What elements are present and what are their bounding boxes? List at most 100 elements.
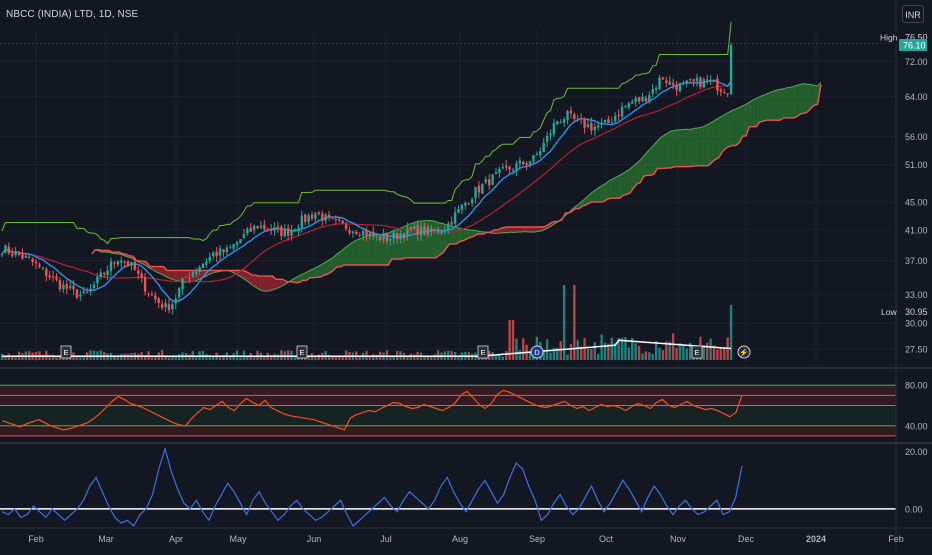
candle-body (706, 79, 708, 80)
candle-body (382, 234, 384, 239)
volume-bar (341, 357, 343, 360)
volume-bar (280, 350, 282, 360)
candle-body (188, 278, 190, 279)
cloud-segment (259, 276, 262, 291)
cloud-segment (453, 227, 456, 244)
candle-body (171, 304, 173, 309)
volume-bar (219, 357, 221, 360)
leading-span-a (92, 82, 821, 291)
volume-bar (491, 352, 493, 360)
candle-body (249, 228, 251, 232)
cloud-segment (715, 118, 718, 159)
volume-bar (560, 341, 562, 360)
candle-body (301, 216, 303, 228)
cloud-segment (709, 122, 712, 165)
volume-bar (178, 354, 180, 360)
candle-body (709, 80, 711, 81)
volume-bar (331, 357, 333, 360)
low-value: 30.95 (905, 307, 928, 317)
candle-body (1, 254, 3, 255)
time-tick-label: Sep (529, 534, 545, 544)
volume-bar (515, 339, 517, 360)
candle-body (178, 288, 180, 298)
volume-bar (590, 349, 592, 360)
candle-body (66, 284, 68, 289)
volume-bar (79, 357, 81, 360)
volume-bar (11, 357, 13, 360)
candle-body (253, 226, 255, 231)
candle-body (147, 293, 149, 294)
volume-bar (236, 351, 238, 360)
oscillator-line (2, 449, 742, 526)
candle-body (430, 228, 432, 232)
volume-bar (256, 351, 258, 360)
candle-body (525, 163, 527, 164)
candle-body (389, 239, 391, 240)
candle-body (577, 119, 579, 120)
volume-bar (154, 357, 156, 360)
candle-body (158, 298, 160, 302)
cloud-segment (664, 133, 667, 169)
candle-body (393, 232, 395, 238)
volume-bar (577, 340, 579, 360)
volume-bar (566, 355, 568, 360)
price-tick-label: 30.00 (905, 319, 928, 329)
price-tick-label: 37.00 (905, 256, 928, 266)
cloud-segment (671, 131, 674, 168)
cloud-segment (433, 221, 436, 258)
candle-body (474, 187, 476, 199)
volume-bar (638, 346, 640, 360)
cloud-segment (749, 100, 752, 127)
volume-bar (730, 305, 732, 360)
currency-button[interactable]: INR (902, 5, 924, 23)
cloud-segment (620, 173, 623, 198)
candle-body (689, 79, 691, 80)
candle-body (512, 170, 514, 171)
candle-body (267, 229, 269, 230)
candle-body (570, 111, 572, 114)
candle-body (307, 215, 309, 221)
cloud-segment (347, 243, 350, 265)
volume-bar (365, 351, 367, 360)
candle-body (604, 120, 606, 122)
candle-body (198, 267, 200, 272)
candle-body (423, 226, 425, 234)
time-tick-label: Feb (28, 534, 44, 544)
price-tick-label: 45.00 (905, 198, 928, 208)
volume-bar (611, 338, 613, 360)
candle-body (655, 88, 657, 90)
candle-body (52, 276, 54, 277)
volume-bar (672, 333, 674, 360)
candle-body (519, 161, 521, 164)
cloud-segment (610, 179, 613, 199)
cloud-segment (797, 84, 800, 116)
candle-body (515, 164, 517, 171)
volume-bar (277, 354, 279, 360)
volume-bar (188, 354, 190, 360)
cloud-segment (770, 91, 773, 120)
cloud-segment (702, 126, 705, 166)
candle-body (222, 249, 224, 252)
volume-bar (318, 355, 320, 360)
candle-body (457, 209, 459, 213)
candle-body (205, 262, 207, 265)
candle-body (716, 79, 718, 91)
symbol-title: NBCC (INDIA) LTD, 1D, NSE (6, 9, 138, 20)
candle-body (617, 115, 619, 116)
time-tick-label: Jul (380, 534, 392, 544)
candle-body (502, 167, 504, 168)
volume-bar (14, 357, 16, 360)
candle-body (331, 218, 333, 219)
candle-body (83, 291, 85, 293)
candle-body (181, 278, 183, 289)
candle-body (529, 161, 531, 164)
candle-body (100, 273, 102, 278)
time-tick-label: 2024 (806, 534, 826, 544)
candle-body (679, 84, 681, 92)
candle-body (566, 111, 568, 120)
candle-body (542, 143, 544, 152)
candle-body (726, 93, 728, 94)
candle-body (488, 179, 490, 185)
